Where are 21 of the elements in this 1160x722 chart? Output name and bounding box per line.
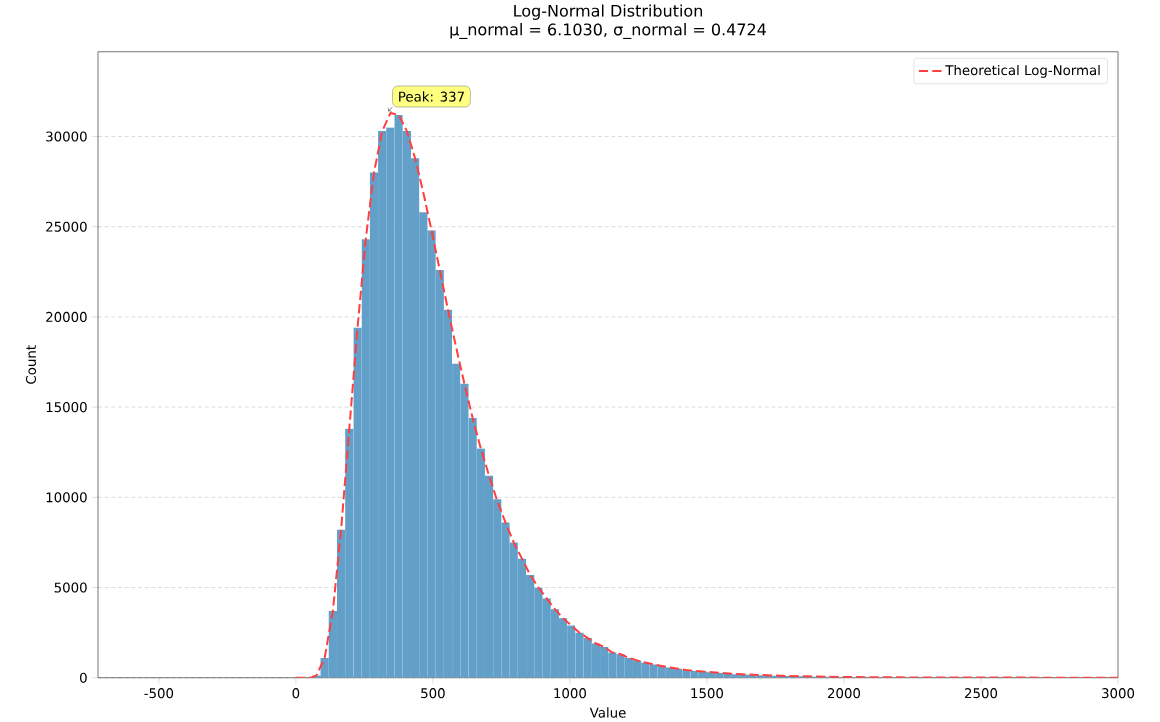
y-tick-label: 30000 <box>46 131 87 142</box>
y-tick-label: 20000 <box>46 311 87 322</box>
x-tick-label: 2000 <box>827 688 861 699</box>
x-tick-label: 0 <box>292 688 300 699</box>
x-tick-label: 1000 <box>554 688 586 699</box>
x-tick-label: -500 <box>144 688 174 699</box>
x-tick-label: 3000 <box>1102 688 1135 699</box>
x-tick-label: 500 <box>421 688 445 699</box>
chart-title: Log-Normal Distribution <box>514 4 702 20</box>
y-tick-label: 5000 <box>54 582 87 593</box>
x-tick-label: 1500 <box>691 688 724 699</box>
x-tick-label: 2500 <box>965 688 998 699</box>
y-tick-label: 10000 <box>46 492 87 503</box>
annotation: Peak: 337 <box>399 91 464 102</box>
y-tick-label: 15000 <box>46 402 87 413</box>
legend-label: Theoretical Log-Normal <box>945 64 1100 78</box>
y-axis-title: Count <box>25 345 37 384</box>
chart-subtitle: μ_normal = 6.1030, σ_normal = 0.4724 <box>450 23 766 39</box>
x-axis-title: Value <box>589 707 626 718</box>
y-tick-label: 0 <box>80 672 87 683</box>
y-tick-label: 25000 <box>46 221 87 232</box>
